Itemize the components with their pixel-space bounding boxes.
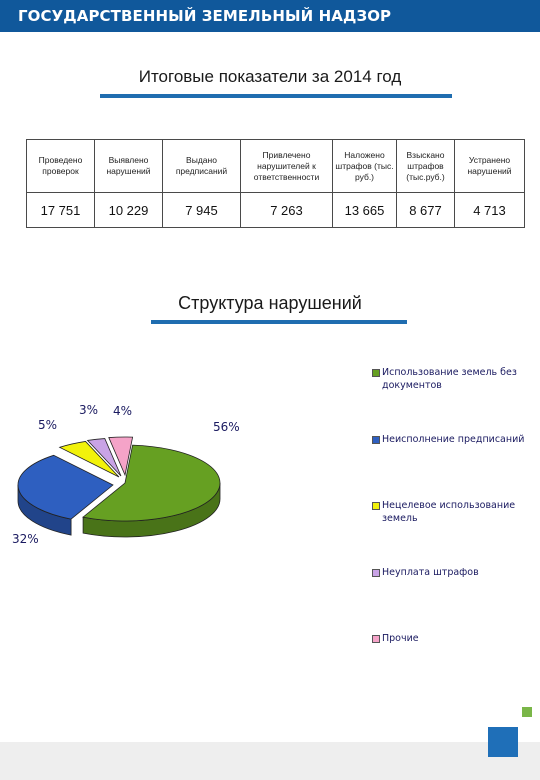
header-cell: Выдано предписаний — [162, 139, 241, 193]
summary-table: Проведено проверок Выявлено нарушений Вы… — [26, 139, 525, 228]
pct-label-3: 3% — [79, 403, 99, 417]
value-cell: 17 751 — [26, 192, 95, 228]
header-cell: Устранено нарушений — [454, 139, 525, 193]
header-cell: Привлечено нарушителей к ответственности — [240, 139, 333, 193]
legend-label: Неуплата штрафов — [382, 567, 479, 578]
value-cell: 4 713 — [454, 192, 525, 228]
pie-slice — [86, 438, 122, 477]
value-cell: 8 677 — [396, 192, 455, 228]
pie-slice — [58, 441, 120, 478]
decor-square-blue — [488, 727, 518, 757]
decor-square-green — [522, 707, 532, 717]
footer-bar — [0, 742, 540, 780]
legend-swatch — [372, 569, 380, 577]
legend-swatch — [372, 502, 380, 510]
summary-value-row: 17 751 10 229 7 945 7 263 13 665 8 677 4… — [26, 192, 525, 228]
pie-slice — [17, 454, 114, 520]
header-bar: ГОСУДАРСТВЕННЫЙ ЗЕМЕЛЬНЫЙ НАДЗОР — [0, 0, 540, 32]
header-cell: Проведено проверок — [26, 139, 95, 193]
value-cell: 7 945 — [162, 192, 241, 228]
header-title: ГОСУДАРСТВЕННЫЙ ЗЕМЕЛЬНЫЙ НАДЗОР — [18, 7, 392, 25]
pct-label-2: 5% — [38, 418, 58, 432]
pct-label-1: 32% — [12, 532, 39, 546]
pie-slice — [108, 436, 134, 477]
legend-swatch — [372, 369, 380, 377]
summary-header-row: Проведено проверок Выявлено нарушений Вы… — [26, 139, 525, 193]
summary-title-underline — [100, 94, 452, 98]
legend-swatch — [372, 635, 380, 643]
value-cell: 13 665 — [332, 192, 397, 228]
chart-title-underline — [151, 320, 407, 324]
header-cell: Выявлено нарушений — [94, 139, 163, 193]
legend-label: Прочие — [382, 633, 419, 644]
summary-title: Итоговые показатели за 2014 год — [138, 67, 402, 86]
pct-label-4: 4% — [113, 404, 133, 418]
value-cell: 10 229 — [94, 192, 163, 228]
value-cell: 7 263 — [240, 192, 333, 228]
legend-label: Использование земель без документов — [382, 367, 517, 391]
chart-title: Структура нарушений — [178, 293, 362, 313]
header-cell: Взыскано штрафов (тыс.руб.) — [396, 139, 455, 193]
legend-label: Неисполнение предписаний — [382, 434, 525, 445]
legend-swatch — [372, 436, 380, 444]
pie-chart — [17, 436, 221, 538]
legend-label: Нецелевое использование земель — [382, 500, 516, 524]
header-cell: Наложено штрафов (тыс. руб.) — [332, 139, 397, 193]
pct-label-0: 56% — [213, 420, 240, 434]
pie-slice — [82, 444, 221, 522]
